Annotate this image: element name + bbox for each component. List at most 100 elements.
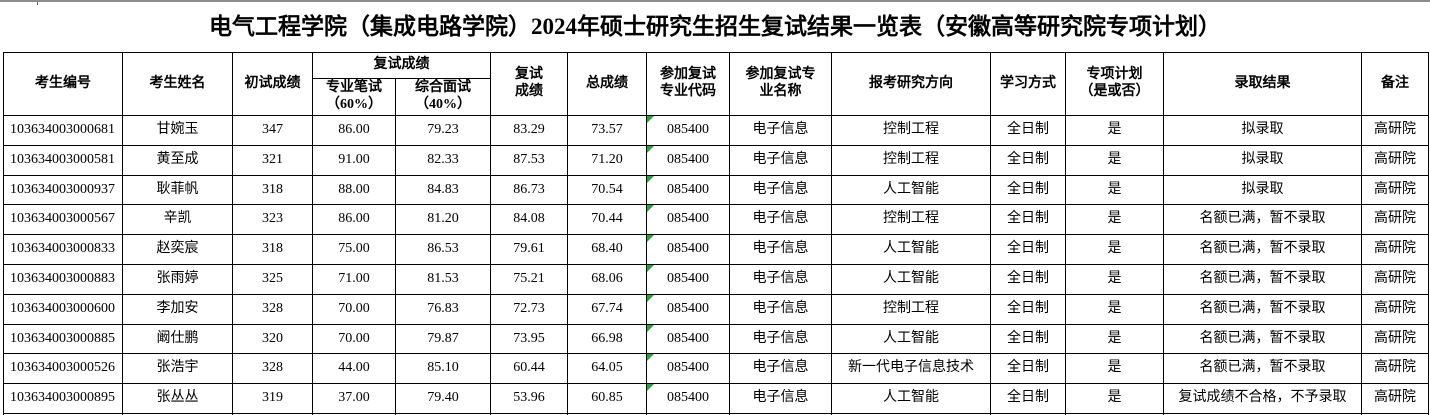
cell-special-plan: 是 [1065,204,1164,236]
cell-candidate-id: 103634003000681 [3,115,123,146]
cell-admission-result: 名额已满，暂不录取 [1163,263,1362,295]
cell-special-plan: 是 [1065,383,1164,414]
cell-special-plan: 是 [1065,144,1164,176]
cell-remark: 高研院 [1361,144,1429,176]
cell-major-code: 085400 [646,234,730,265]
cell-remark: 高研院 [1361,293,1429,325]
cell-total-score: 64.05 [567,353,647,385]
cell-initial-score: 328 [232,293,313,325]
cell-study-mode: 全日制 [990,383,1066,414]
error-indicator-icon [647,205,654,213]
cell-research-direction: 人工智能 [831,234,991,265]
cell-initial-score: 319 [232,383,313,414]
header-special-plan: 专项计划 （是或否） [1065,52,1164,116]
cell-major-name: 电子信息 [729,174,832,206]
cell-initial-score: 321 [232,144,313,176]
cell-written-test: 37.00 [312,383,396,414]
table-row: 103634003000567 辛凯 323 86.00 81.20 84.08 70.44… [3,204,1429,236]
cell-written-test: 86.00 [312,204,396,236]
cell-major-code: 085400 [646,353,730,385]
results-table: 考生编号 考生姓名 初试成绩 复试成绩 复试 成绩 总成绩 参加复试 专业代码 … [3,52,1429,415]
cell-candidate-id: 103634003000833 [3,234,123,265]
cell-major-code: 085400 [646,204,730,236]
cell-special-plan: 是 [1065,234,1164,265]
cell-major-code: 085400 [646,174,730,206]
cell-retest-score: 84.08 [490,204,568,236]
cell-retest-score: 53.96 [490,383,568,414]
cell-written-test: 75.00 [312,234,396,265]
cell-retest-score: 86.73 [490,174,568,206]
table-header: 考生编号 考生姓名 初试成绩 复试成绩 复试 成绩 总成绩 参加复试 专业代码 … [3,52,1429,116]
cell-total-score: 67.74 [567,293,647,325]
cell-special-plan: 是 [1065,115,1164,146]
cell-candidate-name: 黄至成 [122,144,233,176]
cell-written-test: 88.00 [312,174,396,206]
cell-initial-score: 323 [232,204,313,236]
cell-study-mode: 全日制 [990,144,1066,176]
table-row: 103634003000895 张丛丛 319 37.00 79.40 53.96 60.8… [3,383,1429,414]
header-study-mode: 学习方式 [990,52,1066,116]
cell-written-test: 91.00 [312,144,396,176]
cell-interview: 81.20 [395,204,491,236]
cell-admission-result: 拟录取 [1163,174,1362,206]
cell-major-name: 电子信息 [729,204,832,236]
table-row: 103634003000937 耿菲帆 318 88.00 84.83 86.73 70.5… [3,174,1429,206]
cell-initial-score: 318 [232,234,313,265]
header-remark: 备注 [1361,52,1429,116]
partial-cell [1361,412,1429,415]
cell-candidate-id: 103634003000567 [3,204,123,236]
cell-major-code: 085400 [646,383,730,414]
cell-interview: 76.83 [395,293,491,325]
cell-study-mode: 全日制 [990,263,1066,295]
page-title: 电气工程学院（集成电路学院）2024年硕士研究生招生复试结果一览表（安徽高等研究… [209,14,1221,39]
cell-retest-score: 72.73 [490,293,568,325]
cell-initial-score: 318 [232,174,313,206]
cell-retest-score: 79.61 [490,234,568,265]
cell-special-plan: 是 [1065,293,1164,325]
cell-written-test: 44.00 [312,353,396,385]
cell-initial-score: 320 [232,323,313,355]
error-indicator-icon [647,325,654,332]
cell-major-name: 电子信息 [729,293,832,325]
cell-candidate-name: 赵奕宸 [122,234,233,265]
cell-total-score: 73.57 [567,115,647,146]
cell-interview: 86.53 [395,234,491,265]
cell-candidate-id: 103634003000883 [3,263,123,295]
table-row: 103634003000600 李加安 328 70.00 76.83 72.73 67.7… [3,293,1429,325]
cell-admission-result: 拟录取 [1163,144,1362,176]
cell-candidate-name: 张雨婷 [122,263,233,295]
cell-research-direction: 新一代电子信息技术 [831,353,991,385]
cell-admission-result: 名额已满，暂不录取 [1163,353,1362,385]
cell-study-mode: 全日制 [990,115,1066,146]
cell-initial-score: 325 [232,263,313,295]
cell-study-mode: 全日制 [990,174,1066,206]
cell-remark: 高研院 [1361,234,1429,265]
table-row: 103634003000885 阚仕鹏 320 70.00 79.87 73.95 66.9… [3,323,1429,355]
header-interview: 综合面试 （40%） [395,78,491,116]
cell-interview: 79.40 [395,383,491,414]
cell-study-mode: 全日制 [990,353,1066,385]
cell-major-name: 电子信息 [729,353,832,385]
cell-admission-result: 名额已满，暂不录取 [1163,323,1362,355]
partial-next-row [3,412,1429,415]
cell-remark: 高研院 [1361,323,1429,355]
cell-remark: 高研院 [1361,383,1429,414]
cell-major-code: 085400 [646,115,730,146]
table-row: 103634003000526 张浩宇 328 44.00 85.10 60.44 64.0… [3,353,1429,385]
window-top-edge [0,0,1430,2]
cell-candidate-id: 103634003000937 [3,174,123,206]
cell-candidate-name: 辛凯 [122,204,233,236]
header-major-code: 参加复试 专业代码 [646,52,730,116]
cell-study-mode: 全日制 [990,234,1066,265]
gridline-remnant [37,2,38,5]
header-candidate-id: 考生编号 [3,52,123,116]
cell-interview: 84.83 [395,174,491,206]
cell-remark: 高研院 [1361,174,1429,206]
cell-candidate-name: 甘婉玉 [122,115,233,146]
cell-remark: 高研院 [1361,204,1429,236]
header-research-direction: 报考研究方向 [831,52,991,116]
cell-major-name: 电子信息 [729,234,832,265]
cell-remark: 高研院 [1361,115,1429,146]
cell-major-code: 085400 [646,144,730,176]
cell-candidate-name: 张浩宇 [122,353,233,385]
